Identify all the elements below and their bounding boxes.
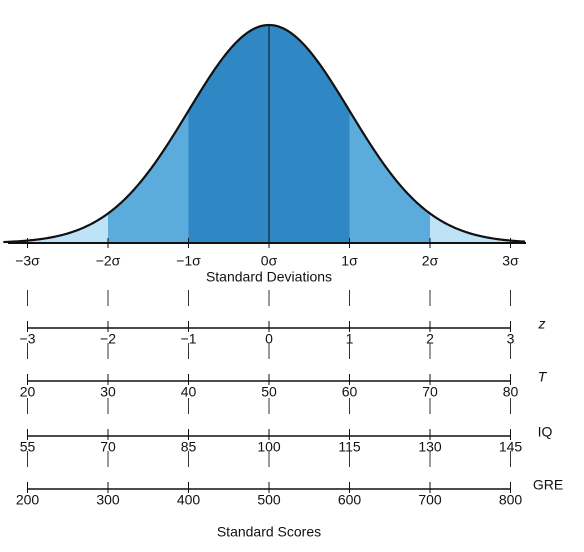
scale-label: 300	[96, 492, 120, 508]
scale-name: IQ	[538, 424, 553, 440]
scale-label: 600	[338, 492, 362, 508]
scale-label: 1	[346, 331, 354, 347]
scale-label: 70	[422, 384, 438, 400]
scale-label: 100	[257, 439, 281, 455]
scale-label: 20	[20, 384, 36, 400]
scale-label: 130	[418, 439, 442, 455]
scale-label: 115	[338, 439, 361, 455]
scale-label: −2	[100, 331, 116, 347]
sigma-label: 3σ	[502, 253, 519, 269]
scale-label: 200	[16, 492, 40, 508]
sigma-label: 2σ	[422, 253, 439, 269]
scale-name: T	[538, 369, 548, 385]
curve-line	[3, 23, 526, 244]
tail-region	[430, 213, 515, 243]
scale-label: −3	[20, 331, 36, 347]
scale-name: z	[538, 316, 546, 332]
scale-label: 40	[181, 384, 197, 400]
scale-label: 400	[177, 492, 201, 508]
scale-label: 70	[100, 439, 116, 455]
scale-label: 800	[499, 492, 523, 508]
scale-label: 30	[100, 384, 116, 400]
scale-label: 50	[261, 384, 277, 400]
sigma-label: 1σ	[341, 253, 358, 269]
scale-label: 80	[503, 384, 519, 400]
scale-label: −1	[181, 331, 197, 347]
sigma-label: −3σ	[15, 253, 40, 269]
sigma-label: −2σ	[96, 253, 121, 269]
sigma-label: 0σ	[261, 253, 278, 269]
scale-label: 55	[20, 439, 36, 455]
scale-label: 3	[507, 331, 515, 347]
scale-name: GRE	[533, 477, 563, 493]
scale-label: 60	[342, 384, 358, 400]
sigma-label: −1σ	[176, 253, 201, 269]
scale-label: 700	[418, 492, 442, 508]
scale-label: 145	[499, 439, 523, 455]
scale-label: 500	[257, 492, 281, 508]
tail-region	[3, 213, 109, 243]
scale-label: 85	[181, 439, 197, 455]
scale-label: 0	[265, 331, 273, 347]
curve-group	[3, 23, 526, 244]
footer-label: Standard Scores	[217, 524, 321, 540]
scale-label: 2	[426, 331, 434, 347]
axis-label: Standard Deviations	[206, 269, 332, 285]
